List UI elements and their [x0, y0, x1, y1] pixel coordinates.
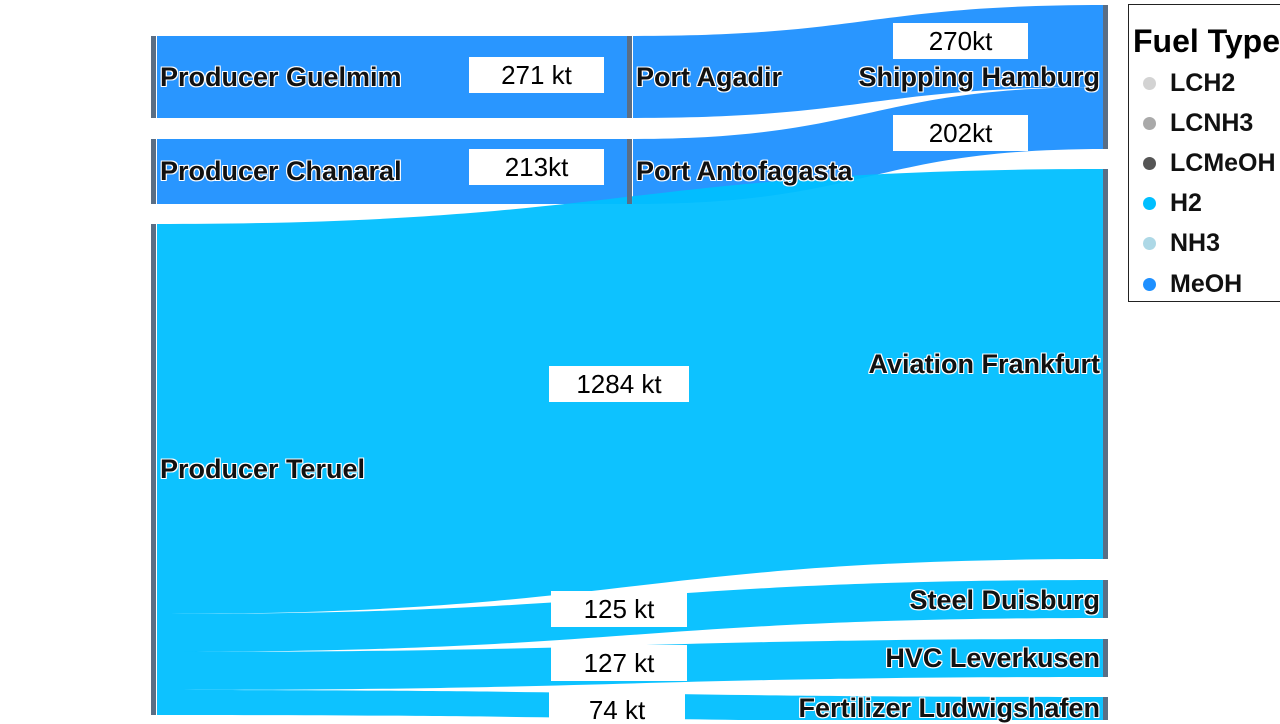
node-label-producer-teruel: Producer Teruel [160, 454, 366, 484]
node-bar-steel-duisburg[interactable] [1103, 580, 1108, 618]
legend-item-nh3[interactable]: NH3 [1143, 228, 1220, 258]
dot-icon [1143, 196, 1156, 210]
node-label-shipping-hamburg: Shipping Hamburg [858, 62, 1100, 92]
legend-item-label: MeOH [1170, 269, 1243, 298]
legend: Fuel Type LCH2 LCNH3 LCMeOH H2 NH3 MeOH [1128, 4, 1280, 302]
legend-item-h2[interactable]: H2 [1143, 188, 1202, 218]
legend-item-lcnh3[interactable]: LCNH3 [1143, 108, 1253, 138]
node-label-aviation-frankfurt: Aviation Frankfurt [868, 349, 1100, 379]
legend-item-label: LCH2 [1170, 68, 1236, 97]
node-bar-producer-chanaral[interactable] [151, 139, 156, 204]
dot-icon [1143, 236, 1156, 250]
link-guelmim-agadir[interactable] [157, 36, 629, 118]
legend-item-lcmeoh[interactable]: LCMeOH [1143, 148, 1276, 178]
node-label-steel-duisburg: Steel Duisburg [909, 585, 1100, 615]
node-label-fertilizer-ludwigshafen: Fertilizer Ludwigshafen [798, 693, 1100, 723]
node-bar-shipping-hamburg[interactable] [1103, 5, 1108, 149]
flow-label-teruel-frankfurt: 1284 kt [549, 366, 689, 402]
node-label-producer-chanaral: Producer Chanaral [160, 156, 402, 186]
legend-item-lch2[interactable]: LCH2 [1143, 68, 1235, 98]
flow-label-teruel-leverkusen: 127 kt [551, 645, 687, 681]
legend-item-label: NH3 [1170, 228, 1221, 257]
legend-item-label: LCMeOH [1170, 148, 1276, 177]
node-bar-port-agadir[interactable] [627, 36, 632, 118]
node-label-producer-guelmim: Producer Guelmim [160, 62, 402, 92]
legend-title: Fuel Type [1133, 23, 1280, 59]
node-bar-producer-teruel[interactable] [151, 224, 156, 715]
flow-label-teruel-duisburg: 125 kt [551, 591, 687, 627]
dot-icon [1143, 116, 1156, 130]
dot-icon [1143, 76, 1156, 90]
node-label-port-antofagasta: Port Antofagasta [636, 156, 853, 186]
flow-label-teruel-ludwigshafen: 74 kt [549, 692, 685, 720]
flow-label-guelmim-agadir: 271 kt [469, 57, 604, 93]
node-bar-hvc-leverkusen[interactable] [1103, 639, 1108, 677]
node-bar-port-antofagasta[interactable] [627, 139, 632, 204]
legend-item-meoh[interactable]: MeOH [1143, 269, 1242, 299]
dot-icon [1143, 156, 1156, 170]
node-label-port-agadir: Port Agadir [636, 62, 783, 92]
node-bar-fertilizer-ludwigshafen[interactable] [1103, 697, 1108, 720]
legend-item-label: H2 [1170, 188, 1202, 217]
node-label-hvc-leverkusen: HVC Leverkusen [885, 643, 1100, 673]
flow-label-antofagasta-hamburg: 202kt [893, 115, 1028, 151]
dot-icon [1143, 277, 1156, 291]
sankey-nodes [151, 5, 1108, 720]
node-bar-aviation-frankfurt[interactable] [1103, 169, 1108, 559]
flow-label-chanaral-antofagasta: 213kt [469, 149, 604, 185]
flow-label-agadir-hamburg: 270kt [893, 23, 1028, 59]
legend-item-label: LCNH3 [1170, 108, 1254, 137]
node-bar-producer-guelmim[interactable] [151, 36, 156, 118]
